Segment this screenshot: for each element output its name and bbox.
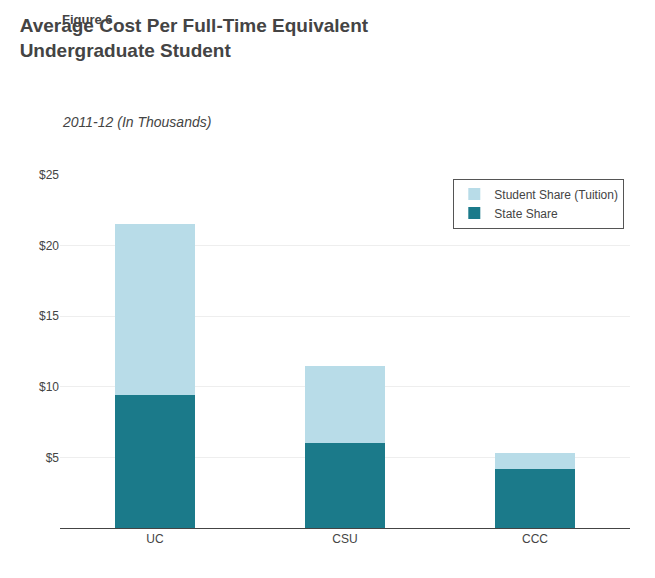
svg-text:$15: $15 — [39, 309, 59, 323]
svg-text:$10: $10 — [39, 380, 59, 394]
svg-text:CSU: CSU — [332, 532, 357, 546]
svg-text:2011-12 (In Thousands): 2011-12 (In Thousands) — [62, 114, 211, 130]
svg-text:Average Cost Per Full-Time Equ: Average Cost Per Full-Time EquivalentUnd… — [20, 15, 369, 61]
svg-text:CCC: CCC — [522, 532, 548, 546]
svg-text:Figure 6: Figure 6 — [62, 12, 113, 27]
svg-text:$25: $25 — [39, 168, 59, 182]
svg-text:UC: UC — [146, 532, 164, 546]
svg-text:Student Share (Tuition): Student Share (Tuition) — [494, 188, 618, 202]
svg-text:$5: $5 — [46, 451, 60, 465]
svg-text:State Share: State Share — [494, 207, 558, 221]
svg-text:$20: $20 — [39, 239, 59, 253]
